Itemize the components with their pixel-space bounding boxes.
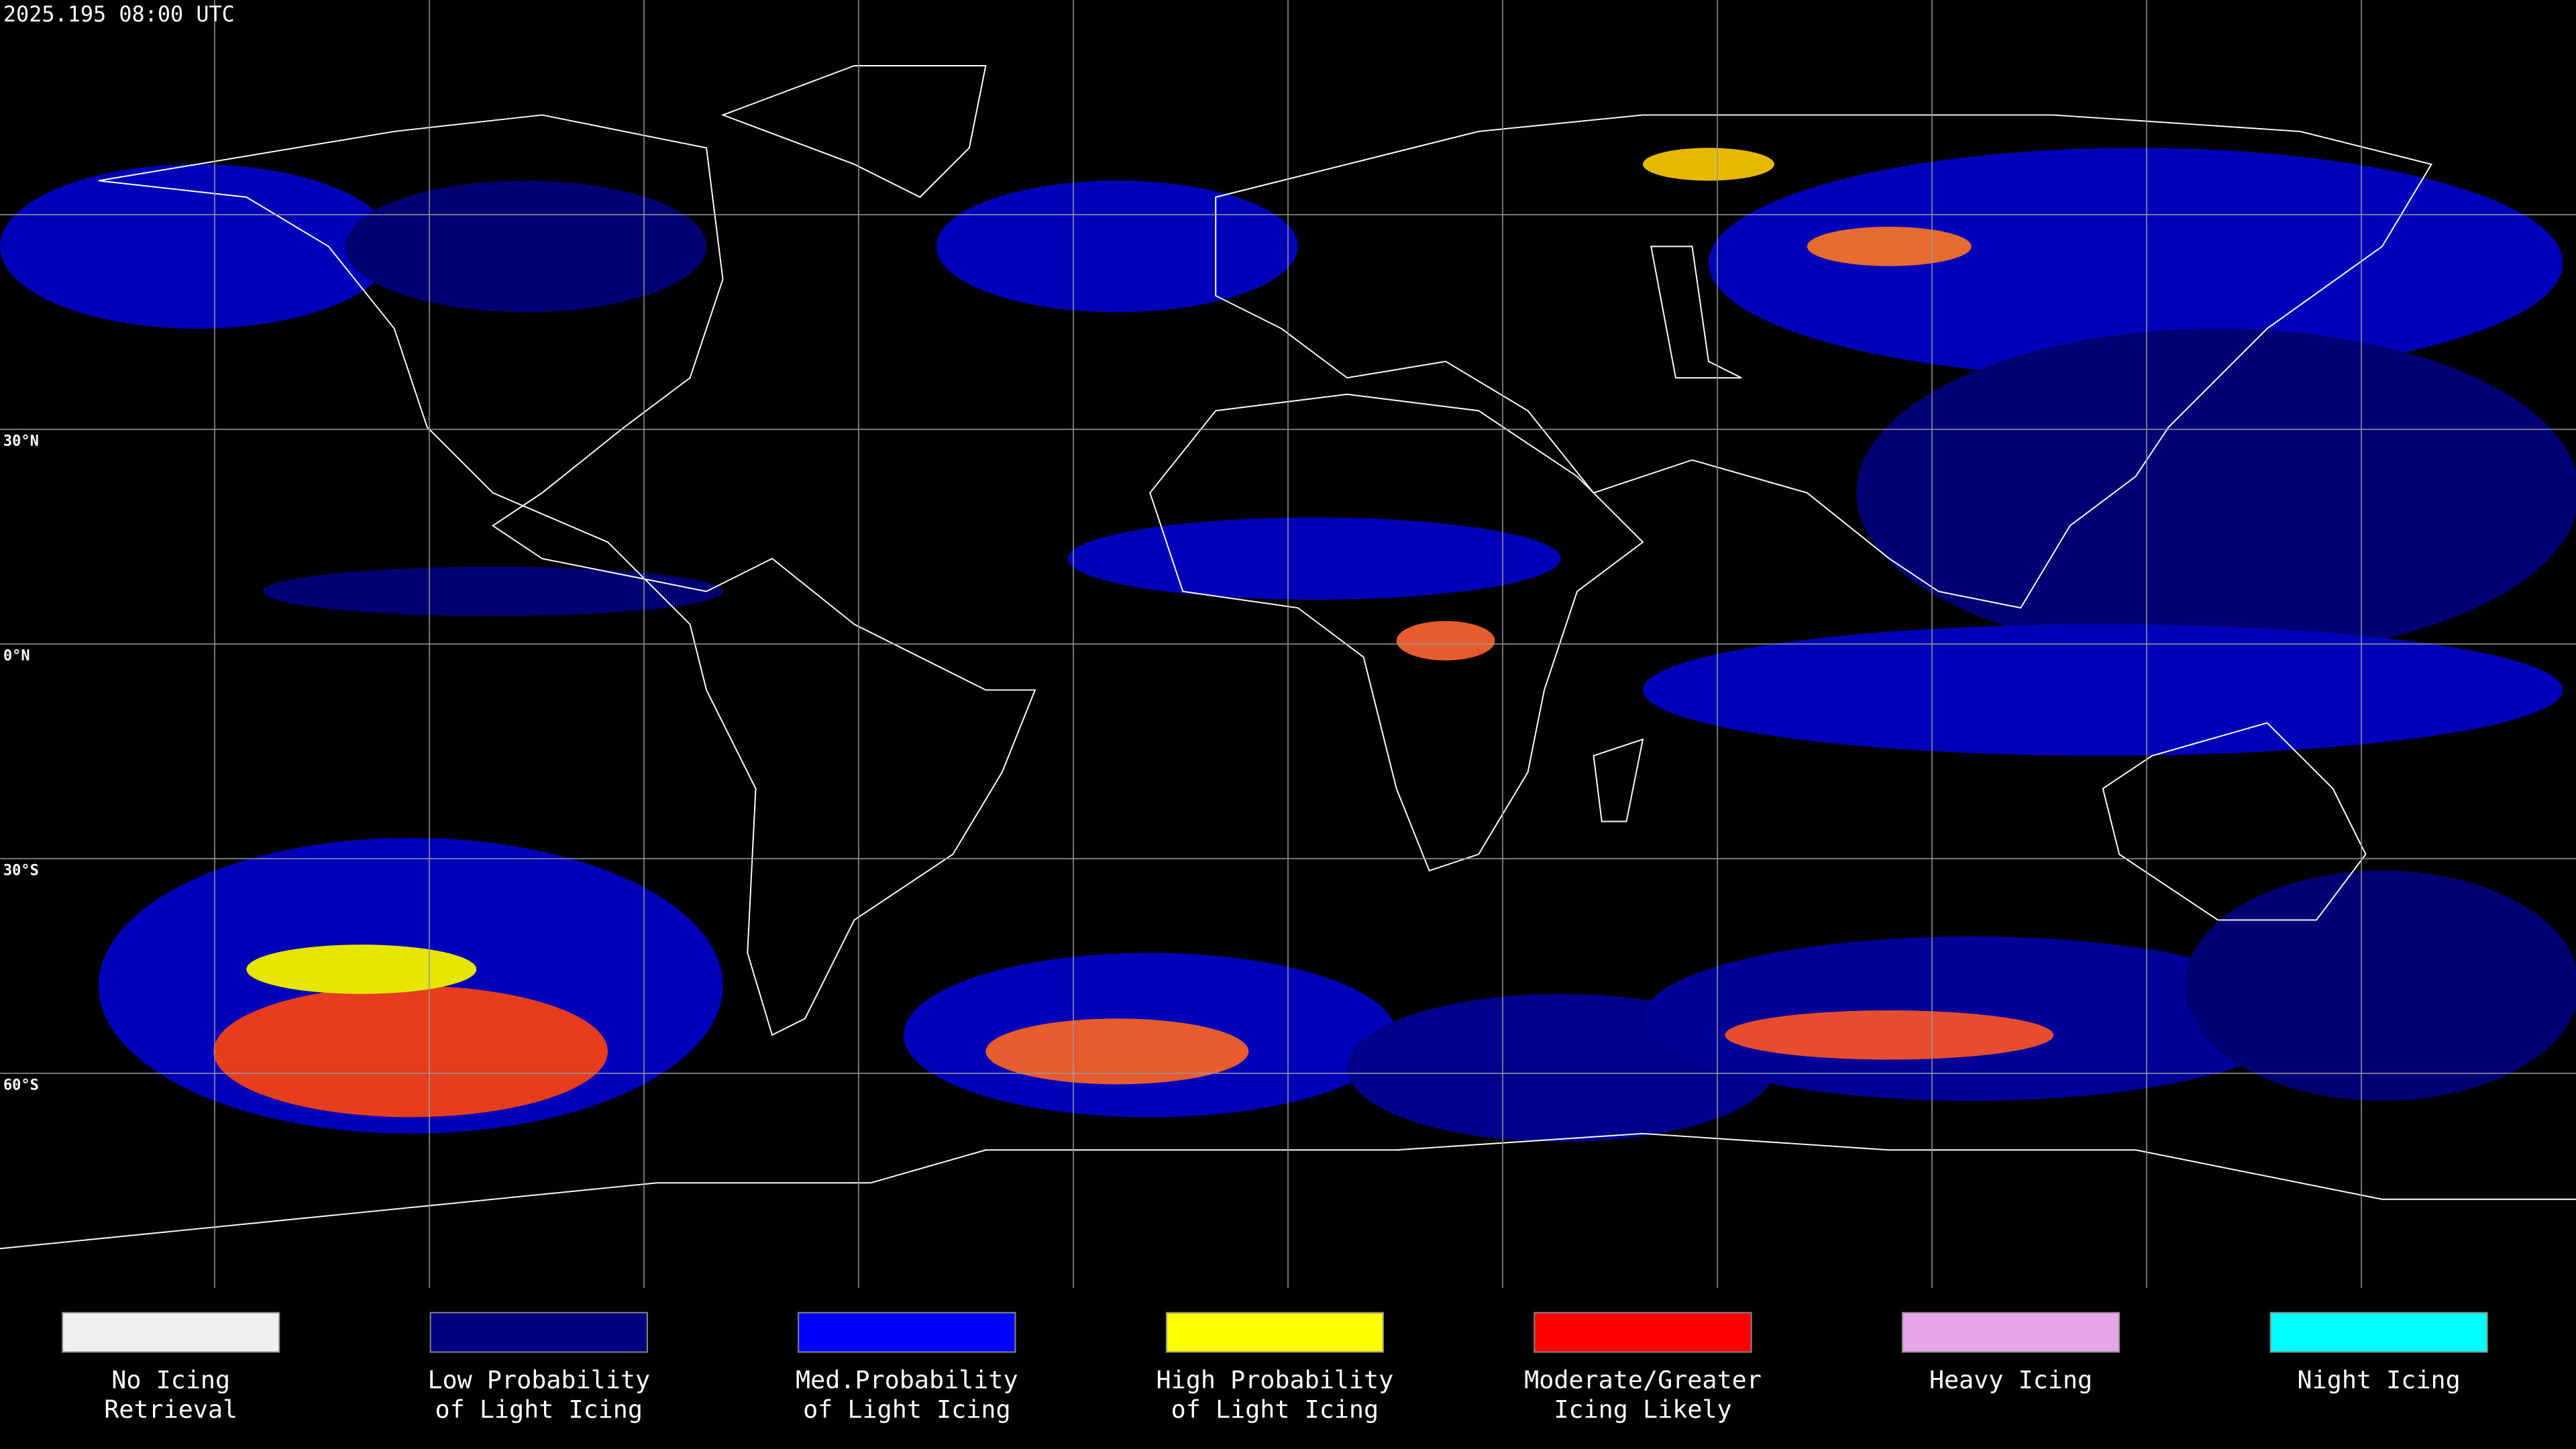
- legend-label: Moderate/Greater: [1524, 1365, 1762, 1394]
- legend-label: No Icing: [111, 1365, 230, 1394]
- legend-label: of Light Icing: [803, 1395, 1010, 1424]
- legend-label: Night Icing: [2298, 1365, 2461, 1394]
- legend-swatch: [798, 1311, 1016, 1353]
- legend-label: Med.Probability: [796, 1365, 1018, 1394]
- legend-swatch: [1534, 1311, 1752, 1353]
- legend-label: of Light Icing: [435, 1395, 643, 1424]
- timestamp: 2025.195 08:00 UTC: [3, 1, 235, 27]
- legend-swatch: [1901, 1311, 2121, 1353]
- latitude-label: 30°N: [3, 433, 39, 449]
- legend-item: Heavy Icing: [1901, 1311, 2121, 1394]
- legend-label: Heavy Icing: [1929, 1365, 2092, 1394]
- latitude-label: 30°S: [3, 862, 39, 879]
- legend-item: Night Icing: [2269, 1311, 2488, 1394]
- legend-swatch: [1165, 1311, 1385, 1353]
- latitude-label: 60°S: [3, 1077, 39, 1093]
- graticule: [0, 0, 2576, 1288]
- coastlines: [0, 64, 2576, 1250]
- legend-label: High Probability: [1157, 1365, 1394, 1394]
- latitude-labels: 30°N 0°N 30°S 60°S: [3, 433, 39, 1093]
- legend-swatch: [2269, 1311, 2488, 1353]
- legend-label: Retrieval: [104, 1395, 237, 1424]
- latitude-label: 0°N: [3, 647, 30, 664]
- legend-label: Low Probability: [427, 1365, 650, 1394]
- legend-label: of Light Icing: [1171, 1395, 1379, 1424]
- legend-swatch: [62, 1311, 280, 1353]
- legend-swatch: [429, 1311, 648, 1353]
- cloud-field: [0, 148, 2576, 1142]
- legend-label: Icing Likely: [1554, 1395, 1731, 1424]
